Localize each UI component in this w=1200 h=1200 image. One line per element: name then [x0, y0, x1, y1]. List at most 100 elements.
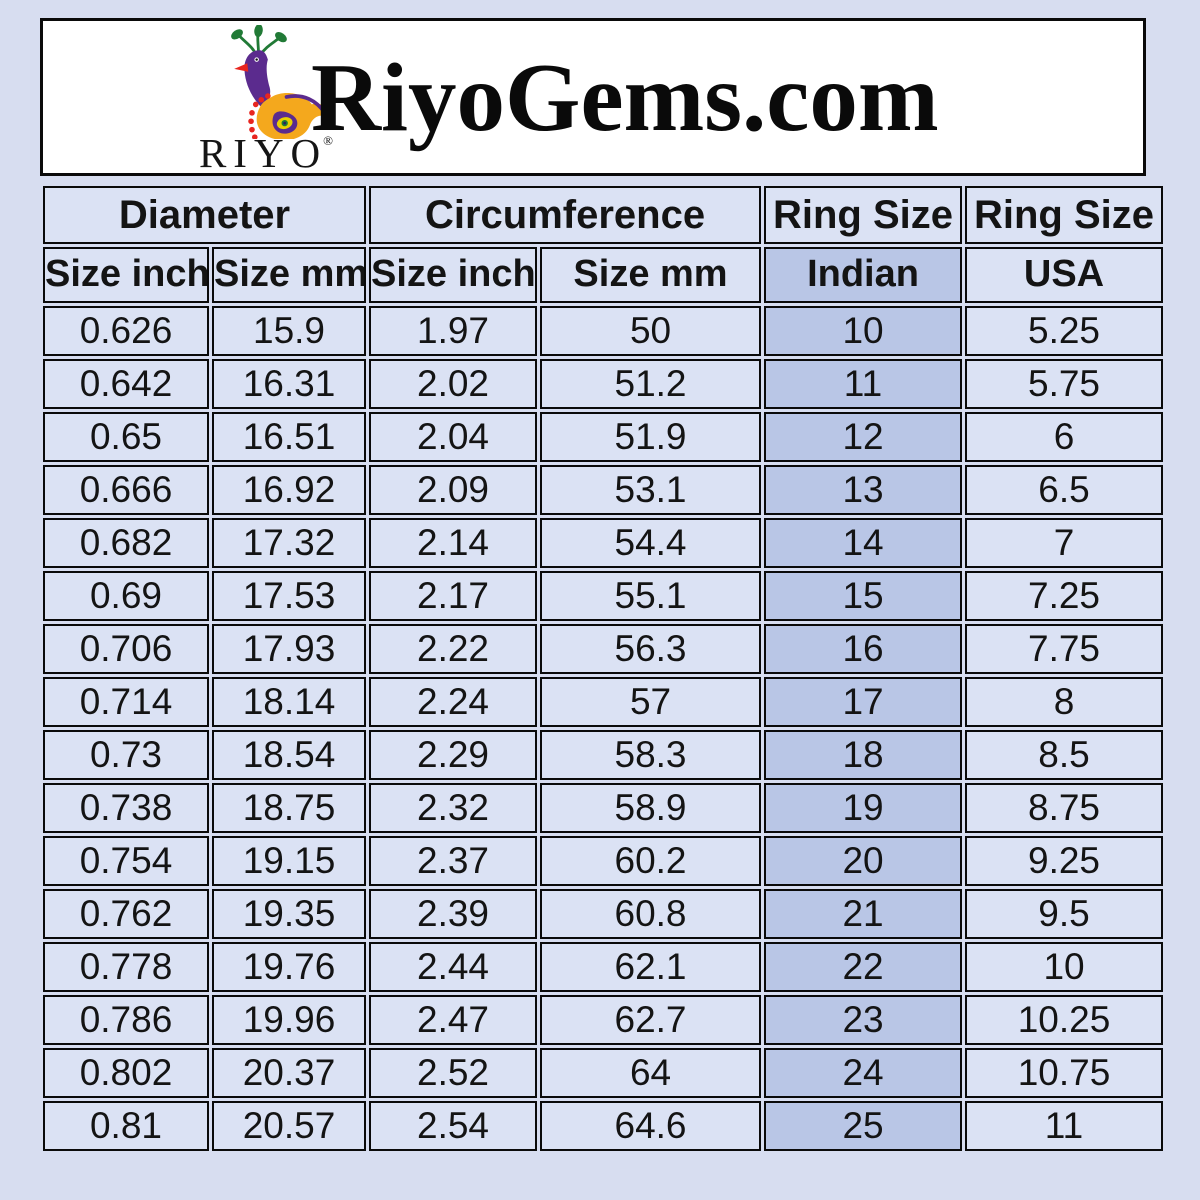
- riyo-logo: RIYO®: [151, 23, 381, 174]
- table-cell: 19: [764, 783, 963, 833]
- table-cell: 0.754: [43, 836, 209, 886]
- col-header-indian: Indian: [764, 247, 963, 303]
- table-cell: 0.706: [43, 624, 209, 674]
- table-cell: 11: [965, 1101, 1164, 1151]
- table-cell: 18.54: [212, 730, 367, 780]
- table-cell: 54.4: [540, 518, 762, 568]
- table-cell: 17: [764, 677, 963, 727]
- table-cell: 2.02: [369, 359, 538, 409]
- peacock-icon: [231, 25, 328, 139]
- table-row: 0.642 16.31 2.02 51.2 11 5.75: [43, 359, 1164, 409]
- table-cell: 9.5: [965, 889, 1164, 939]
- table-cell: 17.93: [212, 624, 367, 674]
- table-cell: 5.25: [965, 306, 1164, 356]
- table-cell: 0.786: [43, 995, 209, 1045]
- table-cell: 7.75: [965, 624, 1164, 674]
- table-row: 0.65 16.51 2.04 51.9 12 6: [43, 412, 1164, 462]
- table-cell: 58.9: [540, 783, 762, 833]
- table-cell: 10: [965, 942, 1164, 992]
- table-cell: 55.1: [540, 571, 762, 621]
- table-cell: 7: [965, 518, 1164, 568]
- group-header-ring-size-usa: Ring Size: [965, 186, 1164, 244]
- table-cell: 64.6: [540, 1101, 762, 1151]
- table-cell: 14: [764, 518, 963, 568]
- table-cell: 0.69: [43, 571, 209, 621]
- table-row: 0.73 18.54 2.29 58.3 18 8.5: [43, 730, 1164, 780]
- table-cell: 10.25: [965, 995, 1164, 1045]
- table-cell: 0.73: [43, 730, 209, 780]
- table-cell: 0.738: [43, 783, 209, 833]
- table-cell: 60.8: [540, 889, 762, 939]
- column-header-row: Size inch Size mm Size inch Size mm Indi…: [43, 247, 1164, 303]
- brand-header: RIYO® RiyoGems.com: [40, 18, 1146, 176]
- table-cell: 53.1: [540, 465, 762, 515]
- table-cell: 2.22: [369, 624, 538, 674]
- table-cell: 2.54: [369, 1101, 538, 1151]
- table-cell: 16.31: [212, 359, 367, 409]
- table-cell: 1.97: [369, 306, 538, 356]
- table-cell: 62.7: [540, 995, 762, 1045]
- table-cell: 25: [764, 1101, 963, 1151]
- table-cell: 2.44: [369, 942, 538, 992]
- table-cell: 18.75: [212, 783, 367, 833]
- table-cell: 51.9: [540, 412, 762, 462]
- table-cell: 15: [764, 571, 963, 621]
- table-cell: 2.17: [369, 571, 538, 621]
- table-cell: 56.3: [540, 624, 762, 674]
- table-row: 0.778 19.76 2.44 62.1 22 10: [43, 942, 1164, 992]
- table-cell: 15.9: [212, 306, 367, 356]
- table-cell: 64: [540, 1048, 762, 1098]
- logo-brand-word: RIYO: [198, 130, 328, 176]
- table-cell: 2.39: [369, 889, 538, 939]
- table-cell: 20.37: [212, 1048, 367, 1098]
- table-cell: 11: [764, 359, 963, 409]
- group-header-circumference: Circumference: [369, 186, 762, 244]
- table-cell: 0.778: [43, 942, 209, 992]
- table-row: 0.682 17.32 2.14 54.4 14 7: [43, 518, 1164, 568]
- table-cell: 16.92: [212, 465, 367, 515]
- table-cell: 24: [764, 1048, 963, 1098]
- table-cell: 0.682: [43, 518, 209, 568]
- table-cell: 19.15: [212, 836, 367, 886]
- table-cell: 0.714: [43, 677, 209, 727]
- col-header-circumference-mm: Size mm: [540, 247, 762, 303]
- group-header-ring-size-indian: Ring Size: [764, 186, 963, 244]
- table-cell: 21: [764, 889, 963, 939]
- table-cell: 16.51: [212, 412, 367, 462]
- table-cell: 2.29: [369, 730, 538, 780]
- registered-mark: ®: [323, 133, 334, 148]
- table-cell: 0.65: [43, 412, 209, 462]
- table-row: 0.762 19.35 2.39 60.8 21 9.5: [43, 889, 1164, 939]
- table-cell: 18.14: [212, 677, 367, 727]
- table-cell: 8.5: [965, 730, 1164, 780]
- table-cell: 6.5: [965, 465, 1164, 515]
- table-cell: 51.2: [540, 359, 762, 409]
- table-cell: 19.76: [212, 942, 367, 992]
- table-cell: 9.25: [965, 836, 1164, 886]
- table-cell: 20: [764, 836, 963, 886]
- table-cell: 23: [764, 995, 963, 1045]
- col-header-usa: USA: [965, 247, 1164, 303]
- table-cell: 5.75: [965, 359, 1164, 409]
- table-cell: 2.32: [369, 783, 538, 833]
- table-cell: 20.57: [212, 1101, 367, 1151]
- table-cell: 19.96: [212, 995, 367, 1045]
- table-row: 0.802 20.37 2.52 64 24 10.75: [43, 1048, 1164, 1098]
- ring-size-table: Diameter Circumference Ring Size Ring Si…: [40, 183, 1166, 1154]
- table-cell: 0.802: [43, 1048, 209, 1098]
- table-cell: 2.14: [369, 518, 538, 568]
- table-cell: 60.2: [540, 836, 762, 886]
- table-cell: 2.24: [369, 677, 538, 727]
- table-cell: 19.35: [212, 889, 367, 939]
- table-row: 0.714 18.14 2.24 57 17 8: [43, 677, 1164, 727]
- table-row: 0.738 18.75 2.32 58.9 19 8.75: [43, 783, 1164, 833]
- table-cell: 8: [965, 677, 1164, 727]
- table-cell: 0.666: [43, 465, 209, 515]
- table-cell: 62.1: [540, 942, 762, 992]
- table-cell: 2.47: [369, 995, 538, 1045]
- table-row: 0.69 17.53 2.17 55.1 15 7.25: [43, 571, 1164, 621]
- table-cell: 18: [764, 730, 963, 780]
- table-row: 0.706 17.93 2.22 56.3 16 7.75: [43, 624, 1164, 674]
- table-cell: 57: [540, 677, 762, 727]
- table-cell: 16: [764, 624, 963, 674]
